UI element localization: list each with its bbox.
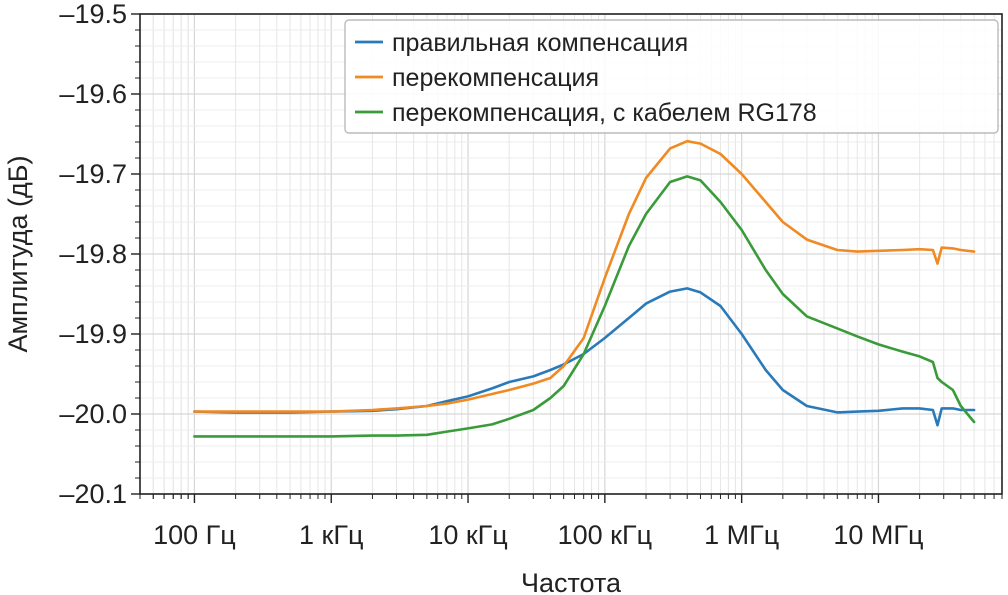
legend-label-2: перекомпенсация [392, 64, 599, 92]
y-axis-tick-labels: –19.5 –19.6 –19.7 –19.8 –19.9 –20.0 –20.1 [59, 0, 127, 509]
legend-label-3: перекомпенсация, с кабелем RG178 [392, 99, 817, 127]
y-tick-label: –19.9 [59, 319, 127, 349]
axis-ticks [131, 13, 1003, 503]
x-tick-label: 10 МГц [833, 520, 923, 550]
x-tick-label: 1 кГц [299, 520, 363, 550]
legend: правильная компенсация перекомпенсация пер… [344, 19, 999, 134]
series-line-2 [193, 139, 976, 413]
y-tick-label: –19.8 [59, 239, 127, 269]
y-axis-label: Амплитуда (дБ) [3, 155, 33, 352]
x-tick-label: 10 кГц [428, 520, 507, 550]
x-axis-label: Частота [521, 568, 622, 595]
y-tick-label: –19.6 [59, 79, 127, 109]
legend-box [344, 19, 999, 134]
y-tick-label: –20.0 [59, 399, 127, 429]
y-tick-label: –19.5 [59, 0, 127, 29]
y-tick-label: –19.7 [59, 159, 127, 189]
x-tick-label: 100 Гц [153, 520, 236, 550]
x-tick-label: 100 кГц [558, 520, 652, 550]
x-axis-tick-labels: 100 Гц 1 кГц 10 кГц 100 кГц 1 МГц 10 МГц [153, 520, 923, 550]
series-line-3 [193, 175, 976, 438]
legend-label-1: правильная компенсация [392, 29, 688, 57]
x-tick-label: 1 МГц [704, 520, 779, 550]
y-tick-label: –20.1 [59, 479, 127, 509]
plot-area [193, 139, 976, 438]
